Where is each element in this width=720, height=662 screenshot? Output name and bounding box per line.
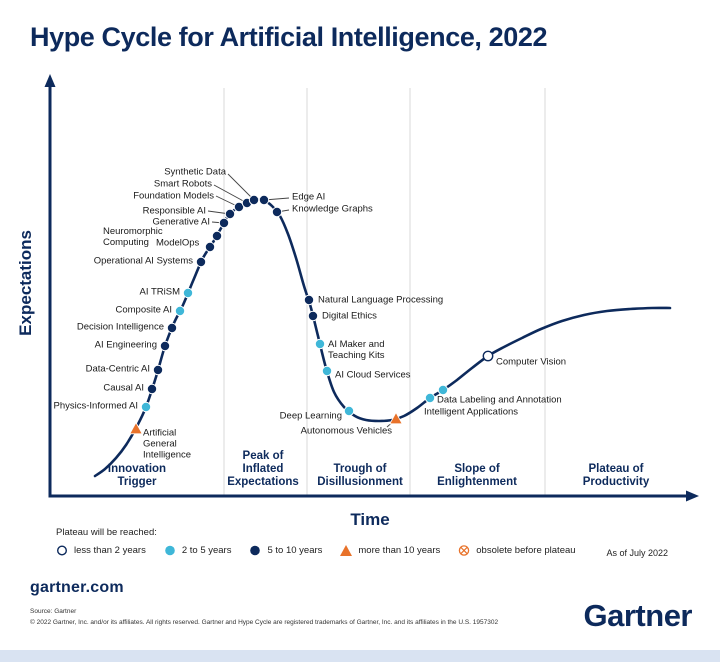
marker-responsible-ai [224, 208, 236, 220]
legend-label: 2 to 5 years [181, 545, 232, 556]
marker-ai-maker-and-teaching-kits [314, 338, 326, 350]
label-ai-maker-and-teaching-kits: AI Maker and Teaching Kits [328, 339, 385, 361]
label-generative-ai: Generative AI [152, 216, 210, 228]
marker-synthetic-data [248, 194, 260, 206]
label-operational-ai-systems: Operational AI Systems [93, 255, 193, 267]
y-axis-label: Expectations [16, 230, 35, 336]
marker-data-centric-ai [152, 364, 164, 376]
label-artificial-general-intelligence: Artificial General Intelligence [143, 427, 192, 461]
label-causal-ai: Causal AI [103, 382, 144, 394]
leader-line [263, 197, 290, 201]
leader-line [207, 210, 231, 215]
marker-decision-intelligence [166, 322, 178, 334]
legend-item-obsolete: obsolete before plateau [457, 544, 576, 557]
legend-label: 5 to 10 years [267, 545, 323, 556]
label-natural-language-processing: Natural Language Processing [318, 294, 444, 306]
marker-natural-language-processing [303, 294, 315, 306]
marker-composite-ai [174, 305, 186, 317]
marker-digital-ethics [307, 310, 319, 322]
legend-icon-y2to5 [165, 545, 175, 556]
legend-label: obsolete before plateau [476, 545, 576, 556]
label-data-centric-ai: Data-Centric AI [85, 363, 150, 375]
label-modelops: ModelOps [156, 237, 200, 249]
marker-generative-ai [218, 217, 230, 229]
phase-label-plateau-of-productivity: Plateau of Productivity [582, 463, 650, 488]
legend-item-gt10: more than 10 years [339, 544, 440, 557]
legend-item-lt2: less than 2 years [55, 544, 146, 557]
marker-neuromorphic-computing [211, 230, 223, 242]
label-autonomous-vehicles: Autonomous Vehicles [300, 425, 392, 437]
marker-modelops [204, 241, 216, 253]
marker-data-labeling-and-annotation [437, 384, 449, 396]
label-physics-informed-ai: Physics-Informed AI [53, 400, 138, 412]
phase-label-innovation-trigger: Innovation Trigger [107, 463, 167, 488]
marker-physics-informed-ai [140, 401, 152, 413]
label-responsible-ai: Responsible AI [142, 205, 206, 217]
label-digital-ethics: Digital Ethics [322, 310, 377, 322]
label-smart-robots: Smart Robots [153, 178, 212, 190]
leader-line [215, 195, 240, 208]
legend-icon-obsolete [459, 545, 470, 556]
copyright-note: © 2022 Gartner, Inc. and/or its affiliat… [30, 619, 499, 626]
label-deep-learning: Deep Learning [279, 410, 342, 422]
legend-row: less than 2 years 2 to 5 years 5 to 10 yea… [55, 544, 576, 557]
leader-line [227, 173, 255, 201]
label-synthetic-data: Synthetic Data [164, 166, 226, 178]
legend-item-y2to5: 2 to 5 years [163, 544, 232, 557]
marker-knowledge-graphs [271, 206, 283, 218]
legend-icon-lt2 [56, 545, 68, 556]
label-neuromorphic-computing: Neuromorphic Computing [103, 226, 163, 248]
marker-computer-vision [482, 350, 494, 362]
marker-edge-ai [258, 194, 270, 206]
leader-line [213, 184, 248, 204]
as-of-date: As of July 2022 [606, 548, 668, 558]
legend-icon-gt10 [340, 545, 353, 556]
footer-band [0, 650, 720, 662]
x-axis-arrow [686, 490, 699, 502]
x-axis-label: Time [350, 510, 390, 529]
marker-autonomous-vehicles [389, 411, 403, 425]
label-intelligent-applications: Intelligent Applications [424, 406, 519, 418]
marker-deep-learning [343, 405, 355, 417]
marker-intelligent-applications [424, 392, 436, 404]
legend-item-y5to10: 5 to 10 years [248, 544, 322, 557]
legend-label: less than 2 years [74, 545, 146, 556]
label-ai-engineering: AI Engineering [94, 339, 157, 351]
marker-ai-engineering [159, 340, 171, 352]
phase-label-slope-of-enlightenment: Slope of Enlightenment [437, 463, 517, 488]
label-foundation-models: Foundation Models [133, 190, 214, 202]
marker-operational-ai-systems [195, 256, 207, 268]
phase-label-trough-of-disillusionment: Trough of Disillusionment [317, 463, 403, 488]
label-decision-intelligence: Decision Intelligence [76, 321, 164, 333]
label-knowledge-graphs: Knowledge Graphs [292, 203, 373, 215]
marker-smart-robots [241, 197, 253, 209]
label-data-labeling-and-annotation: Data Labeling and Annotation [437, 394, 562, 406]
gartner-logo: Gartner [583, 598, 693, 633]
legend-title: Plateau will be reached: [56, 527, 157, 538]
label-composite-ai: Composite AI [115, 304, 173, 316]
label-ai-cloud-services: AI Cloud Services [335, 369, 411, 381]
phase-label-peak-of-inflated-expectations: Peak of Inflated Expectations [227, 450, 299, 488]
label-edge-ai: Edge AI [292, 191, 326, 203]
marker-ai-cloud-services [321, 365, 333, 377]
page-title: Hype Cycle for Artificial Intelligence, … [30, 22, 548, 52]
marker-artificial-general-intelligence [129, 421, 143, 435]
marker-causal-ai [146, 383, 158, 395]
leader-line [211, 221, 225, 224]
legend-icon-y5to10 [250, 545, 261, 556]
marker-foundation-models [233, 201, 245, 213]
gartner-site-link[interactable]: gartner.com [30, 579, 124, 596]
y-axis-arrow [44, 74, 56, 87]
label-ai-trism: AI TRiSM [139, 286, 180, 298]
leader-line [276, 209, 290, 213]
marker-ai-trism [182, 287, 194, 299]
legend-label: more than 10 years [358, 545, 441, 556]
source-note: Source: Gartner [30, 608, 77, 615]
label-computer-vision: Computer Vision [496, 356, 567, 368]
